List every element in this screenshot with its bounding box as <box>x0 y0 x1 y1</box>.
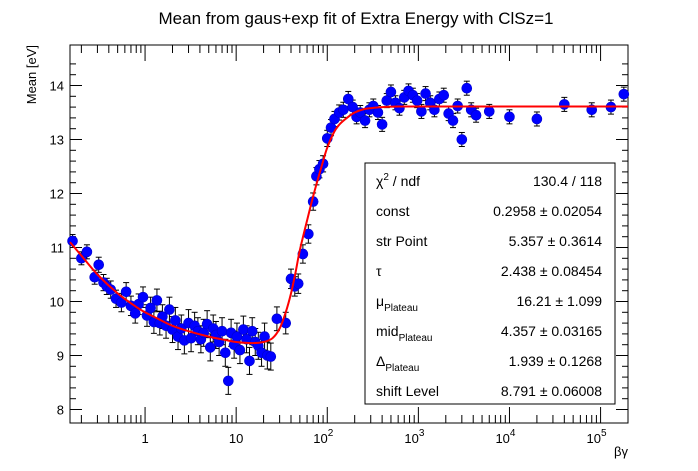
data-point <box>120 286 132 298</box>
data-point <box>271 313 283 325</box>
data-point <box>347 101 358 113</box>
data-point <box>129 308 141 319</box>
x-tick-label: 105 <box>587 428 607 446</box>
x-tick-label: 104 <box>495 428 515 446</box>
data-point <box>105 284 117 295</box>
data-point <box>394 102 405 114</box>
stat-value: 5.357 ± 0.3614 <box>509 233 603 249</box>
data-point <box>385 86 397 98</box>
x-axis-title: βγ <box>614 444 628 459</box>
stat-name: shift Level <box>376 383 439 399</box>
data-point <box>204 342 216 353</box>
data-points <box>67 82 630 387</box>
data-point <box>151 295 163 306</box>
y-tick-label: 11 <box>51 241 65 256</box>
data-point <box>89 271 100 283</box>
data-point <box>170 315 181 326</box>
data-point <box>359 115 371 126</box>
fit-curve-line <box>69 105 628 345</box>
data-point <box>411 95 423 106</box>
data-point <box>164 304 175 315</box>
data-point <box>234 344 246 356</box>
stat-name: const <box>376 203 410 219</box>
stat-value: 16.21 ± 1.099 <box>516 293 602 309</box>
x-tick-label: 102 <box>313 428 333 446</box>
stat-name: χ2 / ndf <box>376 172 420 189</box>
x-tick-label: 103 <box>404 428 424 446</box>
y-tick-label: 9 <box>57 349 64 364</box>
data-point <box>531 113 543 125</box>
data-point <box>483 106 495 117</box>
stat-value: 0.2958 ± 0.02054 <box>493 203 602 219</box>
data-point <box>238 324 249 335</box>
data-point <box>223 375 234 387</box>
data-point <box>618 88 630 100</box>
stats-box-frame <box>364 162 616 405</box>
data-point <box>447 115 459 126</box>
data-point <box>416 106 427 117</box>
y-axis-title: Mean [eV] <box>24 45 39 104</box>
plot-frame <box>69 44 629 424</box>
y-tick-label: 13 <box>50 133 64 148</box>
stat-value: 2.438 ± 0.08454 <box>501 263 602 279</box>
data-point <box>559 99 570 110</box>
data-point <box>338 104 349 116</box>
stat-name: str Point <box>376 233 427 249</box>
data-point <box>265 351 277 362</box>
data-point <box>93 259 105 271</box>
data-point <box>342 93 354 105</box>
data-point <box>470 109 482 121</box>
data-point <box>220 347 231 359</box>
data-point <box>420 88 431 99</box>
fit-curve <box>69 105 628 345</box>
stat-value: 1.939 ± 0.1268 <box>509 353 603 369</box>
y-tick-label: 14 <box>50 79 64 94</box>
stat-name: τ <box>376 263 382 279</box>
chart-title: Mean from gaus+exp fit of Extra Energy w… <box>159 9 554 28</box>
stat-value: 8.791 ± 0.06008 <box>501 383 602 399</box>
data-point <box>81 246 93 258</box>
data-point <box>216 325 228 337</box>
data-point <box>376 119 388 130</box>
data-point <box>456 134 468 145</box>
plot-area <box>69 44 629 424</box>
data-point <box>244 355 255 367</box>
data-point <box>438 89 450 101</box>
y-tick-label: 8 <box>57 403 64 418</box>
data-point <box>372 107 384 118</box>
data-point <box>246 325 258 337</box>
data-point <box>145 302 156 314</box>
fit-statistics-box: χ2 / ndf 130.4 / 118 const 0.2958 ± 0.02054… <box>364 162 616 405</box>
x-tick-label: 1 <box>141 431 148 446</box>
stat-value: 4.357 ± 0.03165 <box>501 323 602 339</box>
data-point <box>461 82 473 94</box>
y-axis: 8 9 10 11 12 13 14 <box>50 63 628 418</box>
x-tick-label: 10 <box>229 431 243 446</box>
stat-value: 130.4 / 118 <box>533 173 602 189</box>
data-point <box>504 111 515 123</box>
y-tick-label: 10 <box>50 295 64 310</box>
data-point <box>137 291 149 303</box>
y-tick-label: 12 <box>50 187 64 202</box>
